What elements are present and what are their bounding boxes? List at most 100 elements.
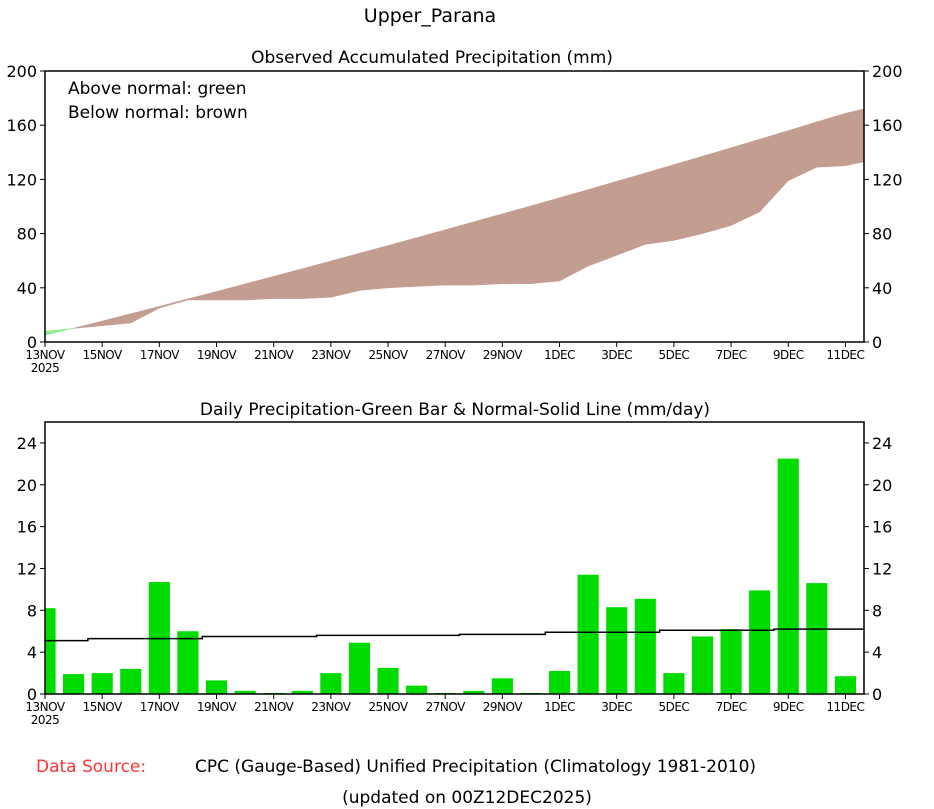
precip-bar-1DEC [548, 670, 571, 694]
top-y-tick-label-left: 80 [17, 225, 37, 244]
data-source-label: Data Source: [36, 757, 146, 777]
below-normal-area [359, 245, 389, 291]
top-x-tick-label: 3DEC [601, 348, 632, 362]
top-y-tick-label-right: 80 [872, 225, 892, 244]
precip-bar-16NOV [120, 668, 142, 694]
bottom-chart-title: Daily Precipitation-Green Bar & Normal-S… [200, 400, 710, 420]
below-normal-area [101, 313, 132, 326]
top-x-tick-label: 25NOV [368, 348, 408, 362]
below-normal-area [845, 108, 865, 167]
below-normal-area [159, 298, 189, 309]
above-normal-area [44, 327, 74, 336]
top-y-tick-label-right: 0 [872, 333, 882, 352]
bottom-y-tick-label-left: 8 [27, 601, 37, 620]
below-normal-area [444, 221, 475, 286]
bottom-x-tick-label: 13NOV [25, 700, 65, 714]
bottom-x-tick-label: 21NOV [254, 700, 294, 714]
top-x-tick-label: 11DEC [826, 348, 864, 362]
precip-bar-20NOV [234, 690, 256, 694]
precip-bar-10DEC [806, 583, 828, 694]
bottom-y-tick-label-left: 24 [17, 434, 37, 453]
below-normal-area [216, 283, 246, 301]
precip-bar-18NOV [177, 631, 199, 694]
top-x-tick-label: 15NOV [83, 348, 123, 362]
below-normal-area [673, 155, 703, 241]
bars-group [45, 458, 864, 694]
page-title: Upper_Parana [364, 5, 496, 27]
top-x-year-label: 2025 [31, 361, 60, 375]
bottom-y-tick-label-left: 12 [17, 559, 37, 578]
top-plot-frame [44, 70, 865, 343]
bottom-x-tick-label: 7DEC [716, 700, 747, 714]
data-source-text: CPC (Gauge-Based) Unified Precipitation … [195, 757, 756, 777]
precip-bar-3DEC [606, 607, 628, 694]
bottom-y-tick-label-right: 20 [872, 476, 892, 495]
top-x-tick-label: 21NOV [254, 348, 294, 362]
top-y-tick-label-left: 40 [17, 279, 37, 298]
precip-bar-9DEC [777, 458, 799, 694]
bottom-x-tick-label: 1DEC [544, 700, 575, 714]
daily-chart: 0 0 4 4 8 8 12 12 16 16 20 20 24 24 13NOV 15NOV 17NOV 19N… [17, 421, 892, 727]
top-x-tick-label: 1DEC [544, 348, 575, 362]
precip-bar-8DEC [749, 590, 771, 694]
precip-bar-15NOV [91, 673, 113, 694]
precip-bar-11DEC [834, 676, 856, 694]
top-y-tick-label-left: 200 [6, 62, 37, 81]
below-normal-area [559, 189, 589, 282]
precip-bar-25NOV [377, 667, 399, 694]
precip-bar-7DEC [720, 629, 742, 694]
below-normal-area [73, 320, 103, 329]
bottom-x-tick-label: 9DEC [773, 700, 804, 714]
precip-bar-19NOV [205, 680, 228, 694]
bottom-y-tick-label-left: 0 [27, 685, 37, 704]
precip-bar-28NOV [463, 690, 485, 694]
bottom-y-tick-label-right: 4 [872, 643, 882, 662]
below-normal-area [273, 268, 303, 299]
below-normal-area [587, 180, 617, 267]
top-x-tick-label: 7DEC [716, 348, 747, 362]
bottom-x-tick-label: 17NOV [140, 700, 180, 714]
below-normal-area [730, 138, 760, 226]
below-normal-area [787, 121, 818, 182]
below-normal-area [330, 252, 360, 298]
precip-bar-4DEC [634, 598, 656, 694]
below-normal-area [759, 130, 789, 213]
legend-below-normal: Below normal: brown [68, 103, 248, 123]
top-x-tick-label: 5DEC [658, 348, 689, 362]
precip-bar-13NOV [45, 608, 56, 694]
bottom-x-tick-label: 23NOV [311, 700, 351, 714]
legend-above-normal: Above normal: green [68, 79, 247, 99]
top-x-tick-label: 13NOV [25, 348, 65, 362]
precip-bar-5DEC [663, 673, 685, 694]
normal-line [45, 628, 864, 642]
below-normal-area [187, 291, 217, 301]
top-x-tick-label: 23NOV [311, 348, 351, 362]
below-normal-area [473, 213, 503, 286]
below-normal-area [302, 260, 332, 299]
precip-bar-26NOV [406, 685, 428, 694]
bottom-x-tick-label: 29NOV [483, 700, 523, 714]
top-x-tick-label: 27NOV [426, 348, 466, 362]
top-x-tick-label: 17NOV [140, 348, 180, 362]
bottom-x-tick-label: 25NOV [368, 700, 408, 714]
top-y-tick-label-right: 200 [872, 62, 903, 81]
accumulated-chart: 0 0 40 40 80 80 120 120 160 160 200 200 13NOV 15NOV 17… [6, 62, 902, 375]
precip-bar-23NOV [320, 673, 342, 694]
below-normal-area [616, 172, 646, 256]
top-y-tick-label-left: 120 [6, 170, 37, 189]
top-x-tick-label: 9DEC [773, 348, 804, 362]
bottom-x-tick-label: 3DEC [601, 700, 632, 714]
bottom-y-tick-label-right: 12 [872, 559, 892, 578]
bottom-y-tick-label-right: 0 [872, 685, 882, 704]
precip-bar-22NOV [291, 690, 313, 694]
bottom-y-tick-label-left: 20 [17, 476, 37, 495]
top-y-tick-label-left: 160 [6, 116, 37, 135]
below-normal-area [416, 229, 446, 287]
below-normal-area [502, 205, 532, 284]
top-chart-title: Observed Accumulated Precipitation (mm) [251, 48, 613, 68]
bottom-plot-frame [44, 421, 865, 695]
precip-bar-24NOV [348, 642, 371, 694]
bottom-x-year-label: 2025 [31, 713, 60, 727]
precip-bar-2DEC [577, 574, 599, 694]
